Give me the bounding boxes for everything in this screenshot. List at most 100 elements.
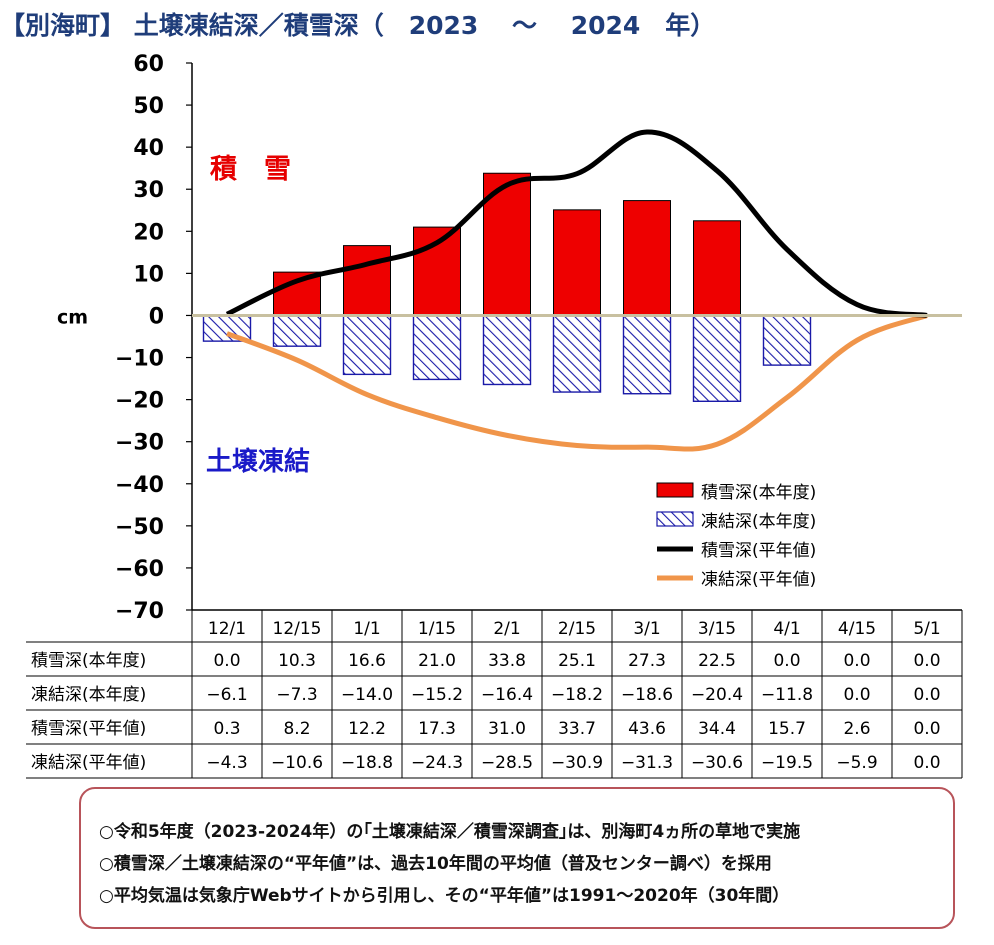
table-value: −31.3: [621, 753, 673, 773]
table-value: 0.0: [913, 685, 940, 705]
table-value: −4.3: [206, 753, 247, 773]
x-category-label: 2/15: [558, 619, 596, 639]
y-tick-label: 20: [133, 220, 164, 245]
y-tick-label: −30: [115, 431, 164, 456]
y-tick-label: 10: [133, 262, 164, 287]
table-value: 33.7: [558, 719, 596, 739]
legend-swatch-frost: [656, 511, 694, 527]
table-value: 21.0: [418, 651, 456, 671]
table-value: 2.6: [843, 719, 870, 739]
table-value: 31.0: [488, 719, 526, 739]
legend-label: 積雪深(本年度): [701, 483, 816, 503]
frost-depth-bar: [342, 314, 392, 376]
table-value: −14.0: [341, 685, 393, 705]
x-category-label: 12/15: [273, 619, 322, 639]
legend-label: 積雪深(平年値): [701, 541, 816, 561]
table-value: −18.6: [621, 685, 673, 705]
y-tick-label: 0: [149, 304, 164, 329]
snow-depth-bar: [553, 209, 601, 316]
snow-depth-bar: [693, 220, 741, 316]
x-category-label: 12/1: [208, 619, 246, 639]
table-value: 17.3: [418, 719, 456, 739]
table-value: 8.2: [283, 719, 310, 739]
y-tick-label: −20: [115, 389, 164, 414]
y-tick-label: 50: [133, 94, 164, 119]
y-tick-label: 40: [133, 136, 164, 161]
frost-average-line: [226, 313, 928, 452]
table-value: 43.6: [628, 719, 666, 739]
y-tick-label: 60: [133, 52, 164, 77]
y-tick-label: −40: [115, 473, 164, 498]
table-value: −6.1: [206, 685, 247, 705]
legend-swatch-snow: [656, 482, 694, 498]
frost-depth-bar: [762, 314, 812, 366]
table-row-header: 凍結深(本年度): [31, 685, 146, 705]
table-value: 15.7: [768, 719, 806, 739]
table-value: 25.1: [558, 651, 596, 671]
frost-depth-bar: [412, 314, 462, 381]
note-line-1: ○令和5年度（2023-2024年）の｢土壌凍結深／積雪深調査｣は、別海町4ヵ所…: [99, 822, 801, 842]
table-value: 0.0: [843, 685, 870, 705]
table-value: 22.5: [698, 651, 736, 671]
table-value: 0.3: [213, 719, 240, 739]
snow-average-line: [225, 129, 928, 318]
table-value: −30.9: [551, 753, 603, 773]
table-value: 33.8: [488, 651, 526, 671]
table-value: −24.3: [411, 753, 463, 773]
table-value: −10.6: [271, 753, 323, 773]
table-row-header: 積雪深(平年値): [31, 719, 146, 739]
legend-label: 凍結深(平年値): [701, 570, 816, 590]
table-value: 27.3: [628, 651, 666, 671]
table-value: −30.6: [691, 753, 743, 773]
frost-depth-bar: [622, 314, 672, 395]
table-value: −15.2: [411, 685, 463, 705]
table-value: −7.3: [276, 685, 317, 705]
snow-depth-bar: [273, 271, 321, 316]
table-value: 0.0: [913, 719, 940, 739]
table-value: 0.0: [843, 651, 870, 671]
snow-depth-bar: [623, 200, 671, 316]
table-value: −18.8: [341, 753, 393, 773]
table-value: −18.2: [551, 685, 603, 705]
note-line-2: ○積雪深／土壌凍結深の“平年値”は、過去10年間の平均値（普及センター調べ）を採…: [99, 854, 772, 874]
table-value: 0.0: [773, 651, 800, 671]
legend-label: 凍結深(本年度): [701, 512, 816, 532]
snow-annotation: 積 雪: [210, 154, 291, 185]
y-tick-label: −10: [115, 347, 164, 372]
table-value: 0.0: [913, 753, 940, 773]
chart-title: 【別海町】 土壌凍結深／積雪深（ 2023 ～ 2024 年）: [0, 11, 716, 40]
table-value: 12.2: [348, 719, 386, 739]
x-category-label: 5/1: [913, 619, 940, 639]
frost-depth-bar: [552, 314, 602, 393]
table-value: −28.5: [481, 753, 533, 773]
x-category-label: 4/1: [773, 619, 800, 639]
snow-depth-bar: [343, 245, 391, 316]
y-unit-label: cm: [57, 306, 88, 328]
x-category-label: 3/1: [633, 619, 660, 639]
y-tick-label: 30: [133, 178, 164, 203]
table-row-header: 凍結深(平年値): [31, 753, 146, 773]
table-value: 0.0: [913, 651, 940, 671]
y-tick-label: −70: [115, 599, 164, 624]
table-value: 34.4: [698, 719, 736, 739]
y-tick-label: −60: [115, 557, 164, 582]
chart: 60 50 40 30 20 10 0 −10 −20 −30 −40 −50 −60 −70 cm 積 雪…: [26, 52, 963, 779]
note-line-3: ○平均気温は気象庁Webサイトから引用し、その“平年値”は1991～2020年（…: [99, 886, 790, 906]
table-value: −5.9: [836, 753, 877, 773]
table-value: −19.5: [761, 753, 813, 773]
x-category-label: 4/15: [838, 619, 876, 639]
table-value: 16.6: [348, 651, 386, 671]
table-value: 10.3: [278, 651, 316, 671]
y-tick-label: −50: [115, 515, 164, 540]
frost-depth-bar: [272, 314, 322, 347]
frost-depth-bar: [692, 314, 742, 402]
x-category-label: 1/15: [418, 619, 456, 639]
notes-box: ○令和5年度（2023-2024年）の｢土壌凍結深／積雪深調査｣は、別海町4ヵ所…: [79, 787, 955, 929]
table-row-header: 積雪深(本年度): [31, 651, 146, 671]
frost-annotation: 土壌凍結: [206, 446, 310, 477]
x-category-label: 1/1: [353, 619, 380, 639]
x-category-label: 3/15: [698, 619, 736, 639]
table-value: −16.4: [481, 685, 533, 705]
table-value: 0.0: [213, 651, 240, 671]
table-value: −20.4: [691, 685, 743, 705]
